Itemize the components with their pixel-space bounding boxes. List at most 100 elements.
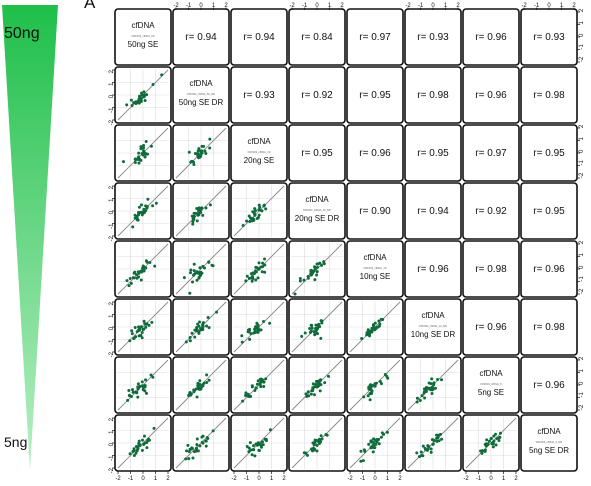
data-point [308, 327, 312, 331]
data-point [134, 451, 138, 455]
data-point [431, 442, 435, 446]
data-point [429, 382, 433, 386]
data-point [195, 443, 199, 447]
variable-name: cfDNA [537, 427, 561, 436]
data-point [247, 446, 251, 450]
data-point [302, 451, 306, 455]
matrix-cell-1-5 [404, 66, 462, 124]
data-point [196, 383, 200, 387]
axis-tick-label: 1 [154, 476, 158, 482]
data-point [139, 147, 143, 151]
data-point [373, 384, 377, 388]
data-point [263, 257, 267, 261]
data-point [121, 160, 125, 164]
data-point [258, 442, 262, 446]
data-point [366, 330, 370, 334]
axis-tick-label: 2 [109, 69, 115, 73]
data-point [139, 325, 143, 329]
correlation-value: r= 0.96 [475, 322, 507, 333]
data-point [417, 455, 421, 459]
data-point [262, 204, 266, 208]
data-point [240, 334, 244, 338]
data-point [139, 99, 143, 103]
data-point [312, 443, 316, 447]
axis-tick-label: 1 [560, 3, 564, 9]
data-point [146, 152, 150, 156]
identity-line [117, 301, 169, 353]
data-point [316, 262, 320, 266]
data-point [305, 453, 309, 457]
data-point [257, 448, 261, 452]
data-point [196, 322, 200, 326]
data-point [204, 206, 208, 210]
data-point [306, 390, 310, 394]
data-point [492, 434, 496, 438]
axis-tick-label: 0 [579, 33, 585, 37]
data-point [139, 278, 143, 282]
axis-tick-label: 1 [444, 3, 448, 9]
axis-tick-label: 1 [579, 369, 585, 373]
data-point [202, 144, 206, 148]
data-point [145, 93, 149, 97]
data-point [184, 340, 188, 344]
data-point [309, 272, 313, 276]
data-point [204, 439, 208, 443]
correlation-value: r= 0.96 [475, 32, 507, 43]
correlation-value: r= 0.95 [359, 90, 391, 101]
data-point [189, 160, 193, 164]
data-point [128, 452, 132, 456]
data-point [215, 310, 219, 314]
data-point [140, 380, 144, 384]
data-point [201, 326, 205, 330]
data-point [374, 326, 378, 330]
axis-tick-label: 2 [109, 417, 115, 421]
data-point [192, 262, 196, 266]
axis-tick-label: 2 [109, 185, 115, 189]
data-point [241, 399, 245, 403]
variable-label: 20ng SE DR [295, 214, 340, 223]
data-point [192, 272, 196, 276]
data-point [189, 268, 193, 272]
data-point [142, 144, 146, 148]
data-point [498, 435, 502, 439]
data-point [197, 331, 201, 335]
data-point [202, 381, 206, 385]
matrix-cell-5-6 [462, 298, 520, 356]
data-point [253, 454, 257, 458]
variable-label: 10ng SE [360, 272, 391, 281]
data-point [192, 160, 196, 164]
data-point [136, 218, 140, 222]
data-point [140, 438, 144, 442]
data-point [421, 444, 425, 448]
data-point [143, 385, 147, 389]
data-point [369, 439, 373, 443]
data-point [136, 270, 140, 274]
data-point [131, 390, 135, 394]
axis-tick-label: 0 [547, 3, 551, 9]
data-point [211, 429, 215, 433]
axis-tick-label: 1 [109, 314, 115, 318]
data-point [420, 394, 424, 398]
matrix-cell-6-6 [462, 356, 520, 414]
data-point [142, 209, 146, 213]
correlation-value: r= 0.92 [475, 206, 507, 217]
matrix-cell-2-6 [462, 124, 520, 182]
axis-tick-label: 1 [212, 3, 216, 9]
correlation-value: r= 0.96 [417, 264, 449, 275]
data-point [188, 339, 192, 343]
data-point [139, 145, 143, 149]
data-point [198, 386, 202, 390]
data-point [151, 375, 155, 379]
data-point [149, 373, 153, 377]
data-point [323, 381, 327, 385]
matrix-cell-2-5 [404, 124, 462, 182]
axis-tick-label: -2 [173, 3, 179, 9]
data-point [325, 433, 329, 437]
data-point [436, 378, 440, 382]
correlation-value: r= 0.96 [533, 264, 565, 275]
data-point [195, 207, 199, 211]
axis-tick-label: 2 [282, 476, 286, 482]
matrix-cell-3-5 [404, 182, 462, 240]
axis-tick-label: -2 [579, 288, 585, 294]
data-point [193, 335, 197, 339]
